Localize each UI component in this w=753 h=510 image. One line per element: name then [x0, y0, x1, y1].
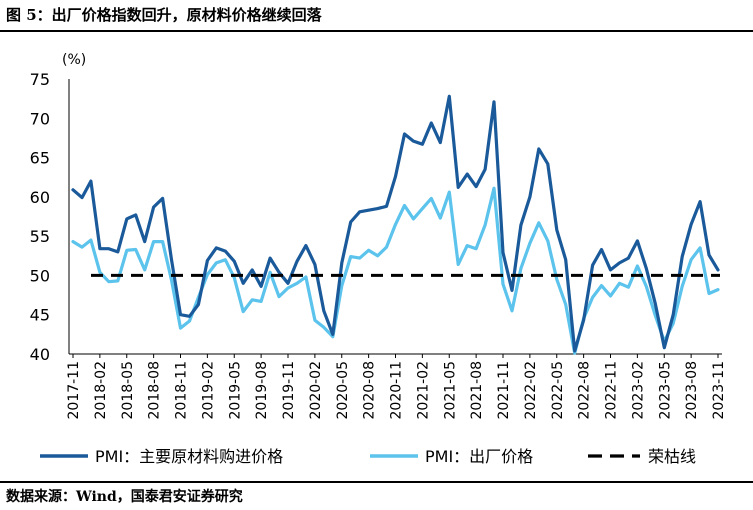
y-tick-label: 65: [30, 149, 50, 168]
y-tick-label: 55: [30, 227, 50, 246]
x-tick-label: 2018-11: [174, 361, 190, 420]
x-tick-label: 2023-05: [657, 361, 673, 420]
series-lines: [71, 94, 720, 355]
y-tick-label: 60: [30, 188, 50, 207]
y-tick-label: 70: [30, 109, 50, 128]
y-tick-label: 50: [30, 266, 50, 285]
y-tick-label: 40: [30, 345, 50, 364]
x-tick-label: 2020-02: [308, 361, 324, 420]
x-tick-label: 2021-05: [442, 361, 458, 420]
x-tick-label: 2021-08: [469, 361, 485, 420]
legend-label: PMI：出厂价格: [425, 447, 533, 466]
series-line-output-price: [71, 186, 720, 355]
y-tick-labels: 40 45 50 55 60 65 70 75: [30, 70, 50, 364]
x-tick-label: 2022-11: [604, 361, 620, 420]
y-tick-label: 45: [30, 306, 50, 325]
legend-label: PMI：主要原材料购进价格: [95, 447, 283, 466]
x-tick-label: 2020-08: [362, 361, 378, 420]
y-axis-unit-label: (%): [62, 52, 86, 68]
chart-axes: (%): [62, 52, 722, 355]
source-note: 数据来源：Wind，国泰君安证券研究: [6, 489, 243, 505]
x-tick-label: 2020-11: [389, 361, 405, 420]
chart: (%) 40 45 50 55 60 65 70 75 2017-11 2018-02 2018-…: [30, 52, 727, 466]
x-tick-label: 2021-02: [415, 361, 431, 420]
legend-label: 荣枯线: [648, 447, 696, 466]
x-tick-label: 2022-05: [550, 361, 566, 420]
series-line-raw-material-price: [71, 94, 720, 353]
bottom-rule: [0, 481, 753, 483]
x-tick-label: 2020-05: [335, 361, 351, 420]
x-tick-label: 2021-11: [496, 361, 512, 420]
figure-title: 图 5：出厂价格指数回升，原材料价格继续回落: [6, 6, 322, 24]
x-tick-label: 2023-11: [711, 361, 727, 420]
y-tick-label: 75: [30, 70, 50, 89]
x-tick-label: 2017-11: [66, 361, 82, 420]
x-tick-label: 2019-11: [281, 361, 297, 420]
x-tick-label: 2022-02: [523, 361, 539, 420]
top-rule: [0, 30, 753, 32]
x-tick-label: 2019-08: [254, 361, 270, 420]
x-tick-label: 2019-02: [200, 361, 216, 420]
x-tick-labels: 2017-11 2018-02 2018-05 2018-08 2018-11 2019-…: [66, 354, 727, 420]
x-tick-label: 2018-05: [120, 361, 136, 420]
x-tick-label: 2023-08: [684, 361, 700, 420]
x-tick-label: 2022-08: [577, 361, 593, 420]
x-tick-label: 2018-02: [93, 361, 109, 420]
legend: PMI：主要原材料购进价格 PMI：出厂价格 荣枯线: [40, 447, 696, 466]
x-tick-label: 2019-05: [227, 361, 243, 420]
x-tick-label: 2023-02: [630, 361, 646, 420]
x-tick-label: 2018-08: [147, 361, 163, 420]
